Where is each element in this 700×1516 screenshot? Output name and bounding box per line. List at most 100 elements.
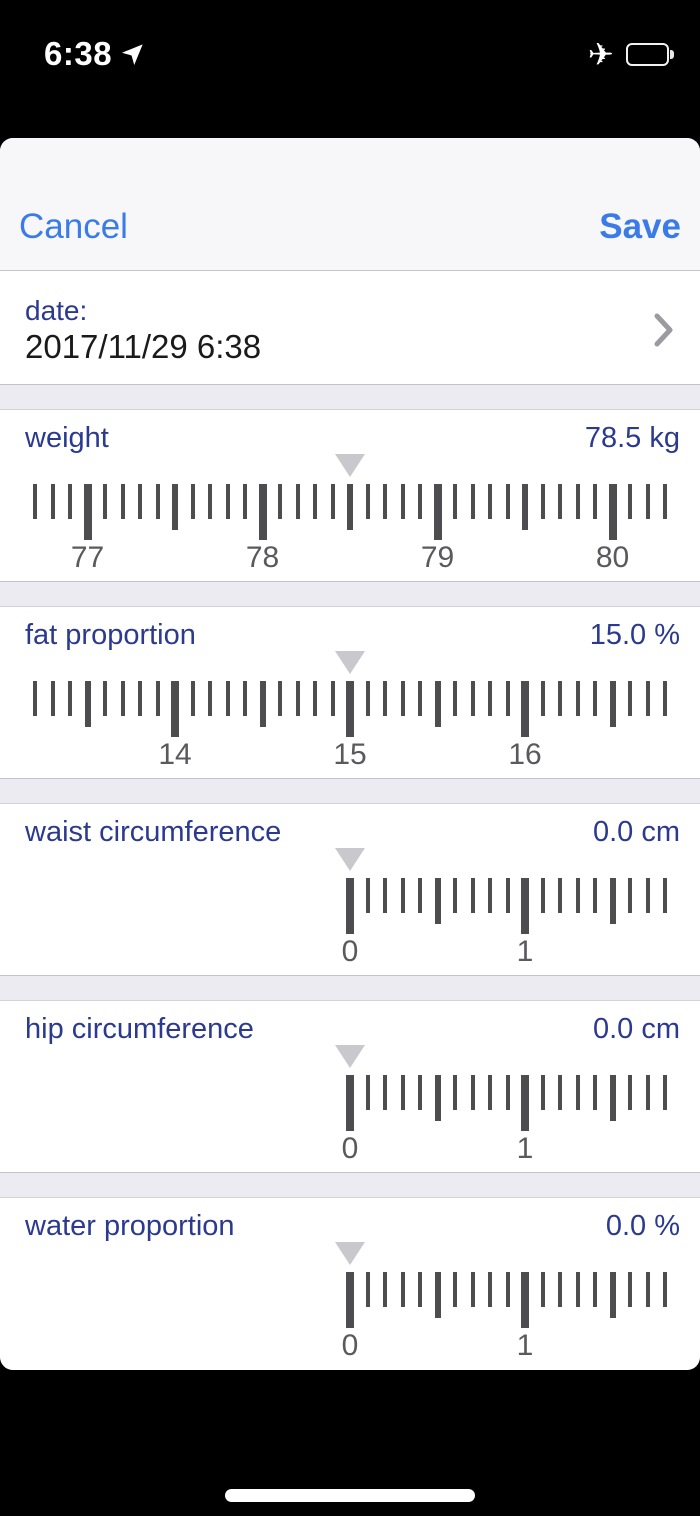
cancel-button[interactable]: Cancel	[19, 206, 128, 246]
weight-value: 78.5 kg	[584, 422, 680, 454]
fat-proportion-value: 15.0 %	[589, 619, 680, 651]
ruler-tick	[33, 681, 37, 716]
ruler-tick	[663, 878, 667, 913]
ruler-tick	[628, 681, 632, 716]
ruler-tick	[540, 878, 545, 913]
ruler-tick	[295, 484, 300, 519]
ruler-tick-label: 15	[333, 738, 367, 771]
ruler-tick	[50, 484, 55, 519]
ruler-tick	[628, 878, 632, 913]
ruler-tick-label: 80	[595, 541, 630, 574]
fat-proportion-label: fat proportion	[25, 619, 196, 651]
ruler-tick	[521, 1272, 529, 1328]
date-row-label: date:	[25, 295, 88, 326]
ruler-tick	[346, 681, 354, 737]
entry-sheet: Cancel Save date: 2017/11/29 6:38 weight…	[0, 138, 700, 1370]
ruler-tick	[453, 681, 457, 716]
ruler-tick	[470, 484, 475, 519]
ruler-tick	[365, 484, 370, 519]
section-gap	[0, 779, 700, 803]
ruler-tick	[453, 878, 457, 913]
section-gap	[0, 976, 700, 1000]
ruler-tick	[608, 484, 617, 540]
ruler-tick	[295, 681, 300, 716]
ruler-pointer-icon	[335, 454, 365, 477]
ruler-tick	[172, 484, 178, 530]
ruler-tick	[470, 878, 475, 913]
ruler-tick	[243, 484, 247, 519]
ruler-tick	[522, 484, 528, 530]
ruler-tick-label: 16	[508, 738, 542, 771]
home-indicator[interactable]	[225, 1489, 475, 1502]
ruler-tick	[575, 681, 580, 716]
ruler-tick	[521, 878, 529, 934]
section-gap	[0, 385, 700, 409]
ruler-tick	[453, 1075, 457, 1110]
ruler-tick	[418, 878, 422, 913]
ruler-tick	[225, 681, 230, 716]
ruler-tick	[346, 878, 354, 934]
ruler-pointer-icon	[335, 1242, 365, 1265]
date-row[interactable]: date: 2017/11/29 6:38	[0, 271, 700, 385]
fat-proportion-section: fat proportion 15.0 % 14 15 16	[0, 606, 700, 779]
ruler-tick	[258, 484, 267, 540]
ruler-tick	[540, 1272, 545, 1307]
section-gap	[0, 582, 700, 606]
ruler-tick	[68, 484, 72, 519]
ruler-tick	[330, 681, 335, 716]
ruler-tick	[383, 681, 387, 716]
weight-section: weight 78.5 kg 77 78 79 80	[0, 409, 700, 582]
ruler-tick	[434, 1075, 441, 1121]
ruler-tick	[434, 681, 441, 727]
ruler-tick	[645, 1272, 650, 1307]
hip-circumference-label: hip circumference	[25, 1013, 254, 1045]
ruler-tick	[488, 1075, 492, 1110]
ruler-tick	[453, 1272, 457, 1307]
ruler-tick	[365, 1272, 370, 1307]
save-button[interactable]: Save	[599, 206, 681, 246]
water-proportion-label: water proportion	[25, 1210, 235, 1242]
ruler-tick-label: 77	[70, 541, 105, 574]
location-arrow-icon	[122, 39, 148, 70]
ruler-tick	[645, 1075, 650, 1110]
ruler-tick	[243, 681, 247, 716]
ruler-tick	[155, 484, 160, 519]
ruler-tick	[488, 484, 492, 519]
waist-circumference-label: waist circumference	[25, 816, 282, 848]
ruler-tick	[558, 878, 562, 913]
ruler-tick	[663, 1075, 667, 1110]
ruler-tick	[434, 1272, 441, 1318]
hip-circumference-value: 0.0 cm	[592, 1013, 680, 1045]
ruler-tick	[540, 484, 545, 519]
ruler-tick	[609, 878, 616, 924]
ruler-tick	[505, 484, 510, 519]
water-proportion-value: 0.0 %	[605, 1210, 680, 1242]
ruler-tick	[365, 1075, 370, 1110]
ruler-tick	[433, 484, 442, 540]
ruler-tick	[575, 1272, 580, 1307]
ruler-tick	[575, 878, 580, 913]
ruler-tick	[540, 1075, 545, 1110]
ruler-tick	[278, 681, 282, 716]
ruler-tick	[575, 1075, 580, 1110]
ruler-tick	[103, 484, 107, 519]
ruler-tick	[208, 681, 212, 716]
fat-proportion-ruler-track[interactable]: 14 15 16	[0, 681, 700, 781]
ruler-tick	[383, 1272, 387, 1307]
airplane-mode-icon: ✈	[588, 36, 614, 72]
ruler-tick	[365, 681, 370, 716]
ruler-tick	[138, 484, 142, 519]
ruler-tick	[346, 1272, 354, 1328]
chevron-right-icon	[652, 311, 676, 354]
ruler-tick-label: 1	[516, 1329, 534, 1362]
ruler-tick	[593, 484, 597, 519]
weight-ruler-track[interactable]: 77 78 79 80	[0, 484, 700, 584]
ruler-tick	[609, 1272, 616, 1318]
ruler-tick	[505, 1075, 510, 1110]
sheet-header: Cancel Save	[0, 138, 700, 271]
ruler-tick	[171, 681, 179, 737]
